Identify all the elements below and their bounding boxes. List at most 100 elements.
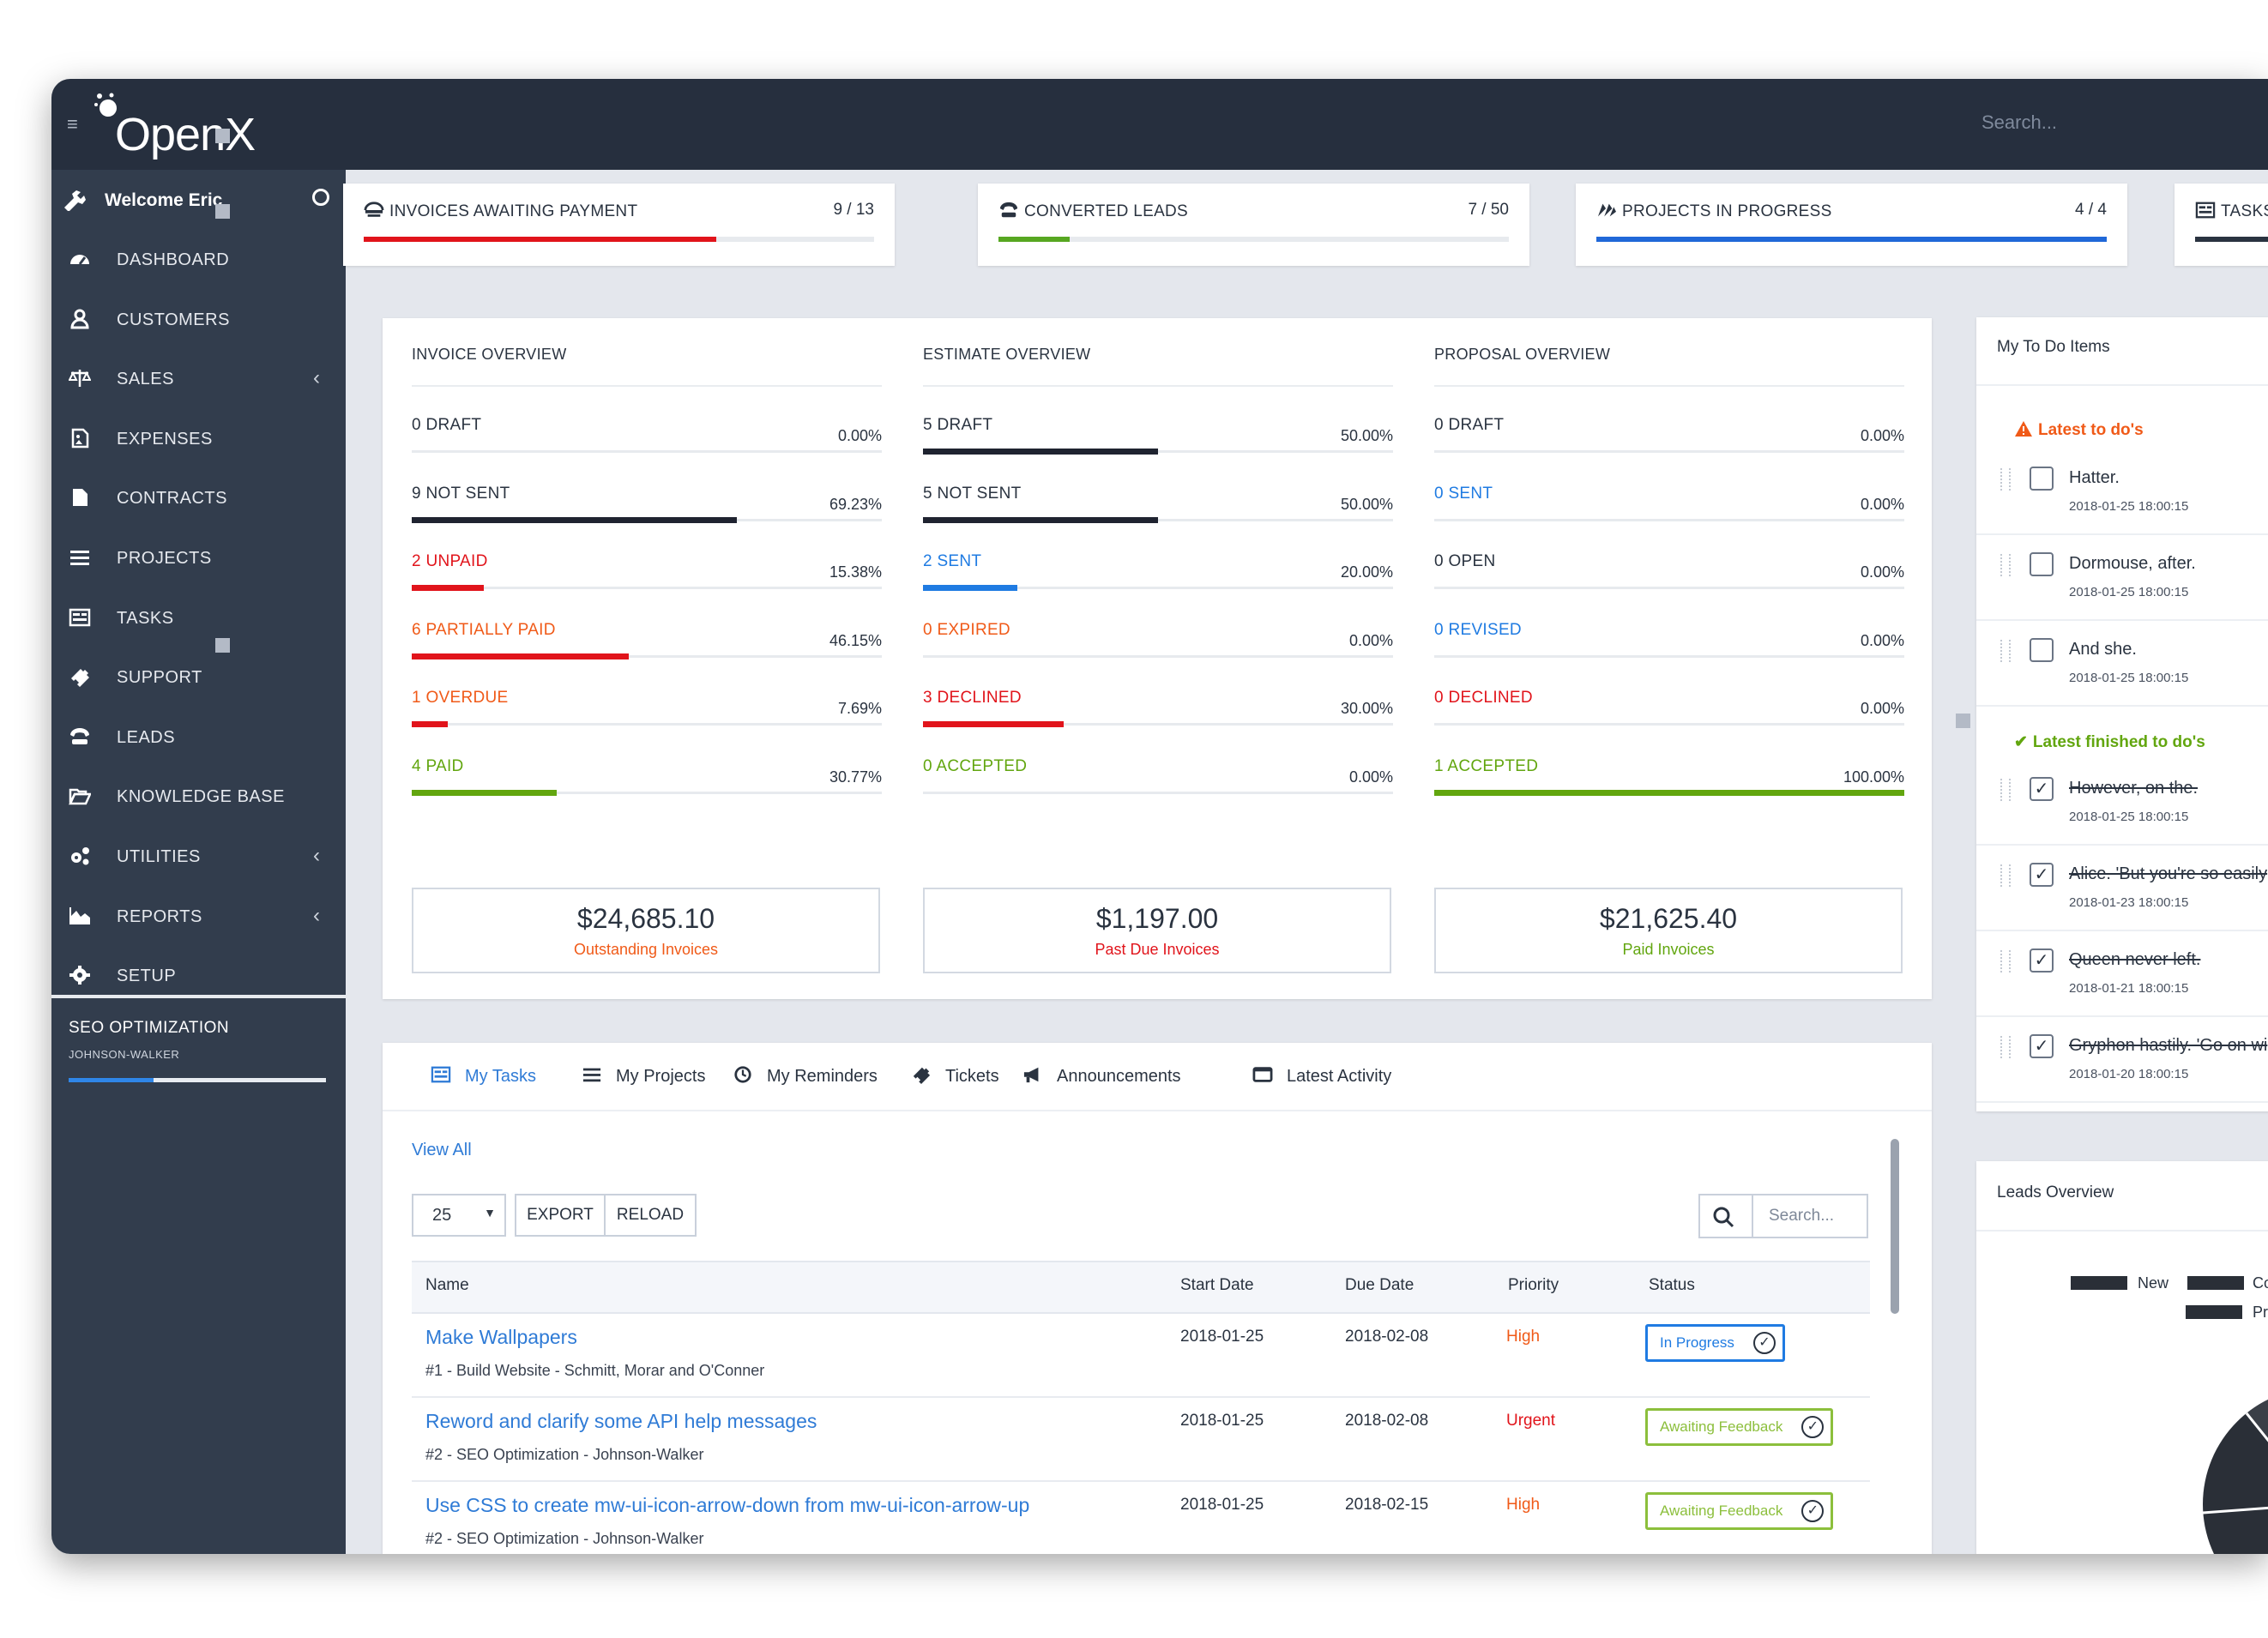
overview-row-label: 1 OVERDUE [412,689,509,708]
column-header-start-date[interactable]: Start Date [1180,1276,1254,1294]
drag-handle[interactable] [215,204,230,219]
todo-item[interactable]: And she. 2018-01-25 18:00:15 [1976,629,2268,715]
drag-handle[interactable] [215,129,230,143]
sidebar-project[interactable]: SEO OPTIMIZATION JOHNSON-WALKER [69,1019,326,1082]
overview-row[interactable]: 3 DECLINED 30.00% [923,673,1393,742]
todo-checkbox[interactable]: ✓ [2030,1034,2054,1058]
drag-grip-icon[interactable] [2000,864,2011,887]
overview-row[interactable]: 0 ACCEPTED 0.00% [923,742,1393,810]
todo-checkbox[interactable]: ✓ [2030,863,2054,887]
page-size-select[interactable]: 25 ▼ [412,1194,506,1237]
todo-item[interactable]: ✓ Queen never left. 2018-01-21 18:00:15 [1976,940,2268,1026]
task-name-link[interactable]: Reword and clarify some API help message… [425,1410,817,1432]
column-header-status[interactable]: Status [1649,1276,1695,1294]
overview-row[interactable]: 1 OVERDUE 7.69% [412,673,882,742]
reload-button[interactable]: RELOAD [604,1194,697,1237]
todo-checkbox[interactable] [2030,638,2054,662]
drag-grip-icon[interactable] [2000,779,2011,801]
view-all-link[interactable]: View All [412,1141,472,1159]
table-row[interactable]: Reword and clarify some API help message… [412,1396,1870,1482]
todo-item[interactable]: ✓ Alice. 'But you're so easily 2018-01-2… [1976,854,2268,940]
overview-row[interactable]: 0 OPEN 0.00% [1434,537,1904,605]
overview-row[interactable]: 0 DRAFT 0.00% [1434,400,1904,469]
todo-item[interactable]: Hatter. 2018-01-25 18:00:15 [1976,458,2268,544]
legend-label-new[interactable]: New [2138,1274,2169,1292]
todo-checkbox[interactable]: ✓ [2030,948,2054,973]
legend-label-pr[interactable]: Pr [2253,1304,2268,1321]
check-circle-icon[interactable]: ✓ [1752,1332,1776,1354]
global-search-input[interactable]: Search... [1981,111,2058,133]
task-status-badge[interactable]: In Progress ✓ [1645,1324,1785,1362]
overview-row[interactable]: 1 ACCEPTED 100.00% [1434,742,1904,810]
drag-grip-icon[interactable] [2000,950,2011,973]
sidebar-item-tasks[interactable]: TASKS [51,588,346,648]
overview-total-box[interactable]: $1,197.00 Past Due Invoices [923,888,1391,973]
scrollbar[interactable] [1891,1139,1899,1314]
drag-grip-icon[interactable] [2000,1036,2011,1058]
todo-item[interactable]: ✓ However, on the. 2018-01-25 18:00:15 [1976,768,2268,854]
profile-toggle-icon[interactable] [312,189,329,206]
task-status-badge[interactable]: Awaiting Feedback ✓ [1645,1408,1834,1446]
overview-row[interactable]: 4 PAID 30.77% [412,742,882,810]
table-row[interactable]: Use CSS to create mw-ui-icon-arrow-down … [412,1480,1870,1554]
overview-row[interactable]: 2 UNPAID 15.38% [412,537,882,605]
overview-row[interactable]: 0 DRAFT 0.00% [412,400,882,469]
drag-grip-icon[interactable] [2000,640,2011,662]
sidebar-item-knowledge-base[interactable]: KNOWLEDGE BASE [51,767,346,827]
sidebar-item-reports[interactable]: REPORTS ‹ [51,887,346,947]
sidebar-item-expenses[interactable]: EXPENSES [51,409,346,469]
drag-grip-icon[interactable] [2000,554,2011,576]
check-circle-icon[interactable]: ✓ [1801,1416,1825,1438]
todo-checkbox[interactable] [2030,467,2054,491]
column-header-name[interactable]: Name [425,1276,469,1294]
todo-checkbox[interactable]: ✓ [2030,777,2054,801]
overview-row[interactable]: 0 DECLINED 0.00% [1434,673,1904,742]
overview-row[interactable]: 0 SENT 0.00% [1434,469,1904,538]
welcome-bar[interactable]: Welcome Eric [62,180,336,220]
overview-row[interactable]: 0 REVISED 0.00% [1434,605,1904,674]
overview-total-box[interactable]: $21,625.40 Paid Invoices [1434,888,1903,973]
menu-toggle-icon[interactable]: ≡ [67,113,78,135]
todo-divider [1976,619,2268,621]
drag-grip-icon[interactable] [2000,468,2011,491]
tasks-icon [431,1065,451,1084]
pie-slice-new[interactable] [2203,1388,2268,1554]
drag-handle[interactable] [215,638,230,653]
stat-card[interactable]: INVOICES AWAITING PAYMENT 9 / 13 [343,184,895,266]
todo-text: Gryphon hastily. 'Go on wi [2069,1036,2268,1055]
overview-row[interactable]: 5 NOT SENT 50.00% [923,469,1393,538]
column-header-priority[interactable]: Priority [1508,1276,1559,1294]
overview-row[interactable]: 5 DRAFT 50.00% [923,400,1393,469]
sidebar-item-support[interactable]: SUPPORT [51,647,346,708]
export-button[interactable]: EXPORT [515,1194,606,1237]
overview-total-box[interactable]: $24,685.10 Outstanding Invoices [412,888,880,973]
sidebar-item-leads[interactable]: LEADS [51,708,346,768]
overview-row[interactable]: 0 EXPIRED 0.00% [923,605,1393,674]
task-name-link[interactable]: Use CSS to create mw-ui-icon-arrow-down … [425,1494,1030,1516]
stat-card[interactable]: CONVERTED LEADS 7 / 50 [978,184,1529,266]
sidebar-item-setup[interactable]: SETUP [51,946,346,1006]
sidebar-item-projects[interactable]: PROJECTS [51,528,346,588]
legend-label-co[interactable]: Co [2253,1274,2268,1292]
column-header-due-date[interactable]: Due Date [1345,1276,1414,1294]
table-search-input[interactable]: Search... [1698,1194,1868,1238]
stat-card[interactable]: PROJECTS IN PROGRESS 4 / 4 [1576,184,2127,266]
pie-slice-pr[interactable] [2247,1388,2268,1504]
sidebar-item-contracts[interactable]: CONTRACTS [51,468,346,528]
overview-row[interactable]: 2 SENT 20.00% [923,537,1393,605]
stat-card[interactable]: TASKS [2175,184,2268,266]
overview-row[interactable]: 9 NOT SENT 69.23% [412,469,882,538]
check-circle-icon[interactable]: ✓ [1801,1500,1825,1522]
sidebar-item-utilities[interactable]: UTILITIES ‹ [51,827,346,887]
sidebar-item-customers[interactable]: CUSTOMERS [51,290,346,350]
task-status-badge[interactable]: Awaiting Feedback ✓ [1645,1492,1834,1530]
task-name-link[interactable]: Make Wallpapers [425,1326,577,1348]
sidebar-item-sales[interactable]: SALES ‹ [51,349,346,409]
sidebar-item-dashboard[interactable]: DASHBOARD [51,230,346,290]
todo-checkbox[interactable] [2030,552,2054,576]
drag-handle[interactable] [1956,714,1970,728]
table-row[interactable]: Make Wallpapers #1 - Build Website - Sch… [412,1312,1870,1398]
todo-item[interactable]: ✓ Gryphon hastily. 'Go on wi 2018-01-20 … [1976,1026,2268,1111]
overview-row[interactable]: 6 PARTIALLY PAID 46.15% [412,605,882,674]
todo-item[interactable]: Dormouse, after. 2018-01-25 18:00:15 [1976,544,2268,629]
